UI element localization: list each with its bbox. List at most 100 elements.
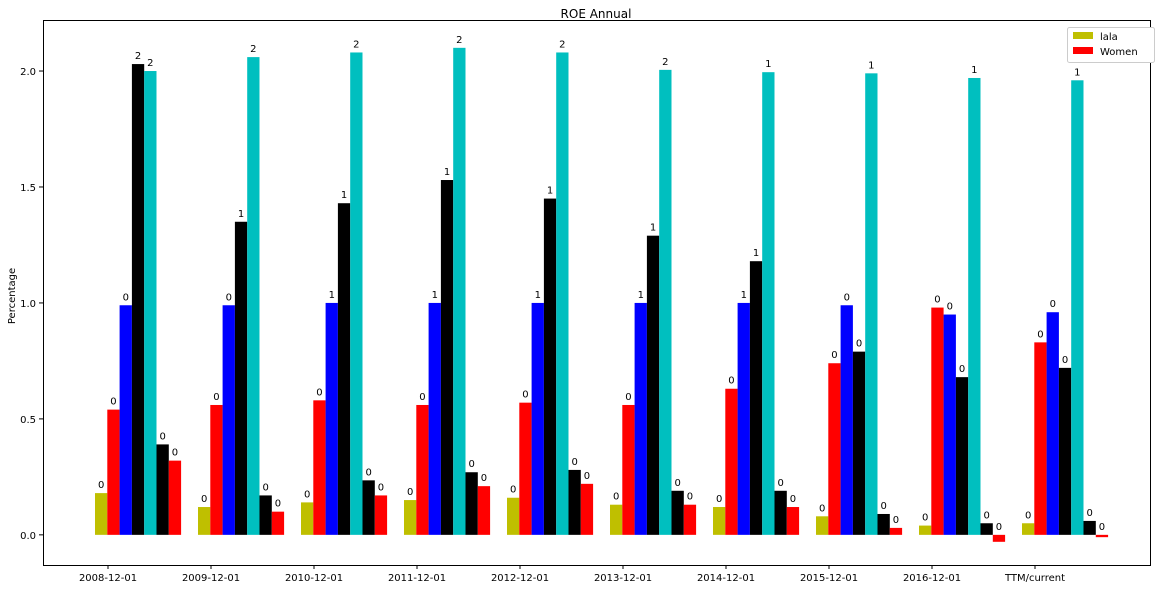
bar-series4-2011-12-01	[453, 47, 466, 535]
bar-value-label: 0	[947, 302, 953, 313]
y-tick-label: 0.0	[20, 531, 36, 542]
legend-label-lala: lala	[1100, 32, 1118, 43]
bar-series3-2008-12-01	[131, 64, 145, 535]
bar-series4-2014-12-01	[762, 72, 775, 535]
bar-series0-2012-12-01	[507, 497, 520, 535]
bar-value-label: 0	[983, 510, 989, 521]
bar-series6-2015-12-01	[889, 527, 903, 535]
bar-value-label: 0	[213, 392, 219, 403]
legend: lala Women	[1067, 27, 1155, 63]
bar-series3-2015-12-01	[852, 351, 866, 535]
y-tick-label: 0.5	[20, 415, 36, 426]
chart-title: ROE Annual	[561, 7, 632, 21]
bar-value-label: 1	[971, 65, 977, 76]
bar-series1-2016-12-01	[931, 307, 944, 535]
bar-value-label: 0	[378, 482, 384, 493]
bar-value-label: 0	[275, 499, 281, 510]
bar-value-label: 0	[1025, 510, 1031, 521]
bar-series4-2008-12-01	[144, 71, 157, 535]
bar-value-label: 0	[922, 513, 928, 524]
bar-series6-2011-12-01	[477, 486, 491, 535]
bar-series6-TTM/current	[1095, 534, 1109, 538]
bar-series2-2009-12-01	[222, 305, 235, 535]
bars-layer	[95, 47, 1109, 542]
bar-series5-2013-12-01	[671, 490, 684, 535]
bar-value-label: 0	[510, 485, 516, 496]
x-tick-label: 2008-12-01	[79, 573, 137, 584]
bar-value-label: 1	[547, 186, 553, 197]
bar-series0-2009-12-01	[198, 507, 211, 535]
bar-value-label: 1	[765, 59, 771, 70]
bar-value-label: 0	[844, 292, 850, 303]
bar-series1-TTM/current	[1034, 342, 1047, 535]
bar-series0-2016-12-01	[919, 525, 932, 535]
legend-swatch-lala	[1073, 32, 1093, 39]
bar-series3-2013-12-01	[646, 235, 660, 535]
bar-value-label: 0	[716, 494, 722, 505]
bar-series6-2009-12-01	[271, 511, 285, 535]
bar-value-label: 0	[831, 350, 837, 361]
bar-series2-2015-12-01	[840, 305, 853, 535]
bar-series5-2010-12-01	[362, 480, 375, 535]
bar-series6-2016-12-01	[992, 534, 1006, 542]
x-tick-label: 2013-12-01	[594, 573, 652, 584]
bar-value-label: 0	[856, 339, 862, 350]
bar-value-label: 0	[481, 473, 487, 484]
bar-series1-2015-12-01	[828, 363, 841, 535]
bar-value-label: 0	[674, 478, 680, 489]
bar-value-label: 0	[1086, 508, 1092, 519]
x-tick-label: 2014-12-01	[697, 573, 755, 584]
bar-series5-2011-12-01	[465, 472, 478, 535]
bar-series3-TTM/current	[1058, 367, 1072, 535]
bar-value-label: 0	[365, 467, 371, 478]
bar-series0-2015-12-01	[816, 516, 829, 535]
x-tick-label: 2009-12-01	[182, 573, 240, 584]
bar-series0-2013-12-01	[610, 504, 623, 535]
bar-series3-2014-12-01	[749, 261, 763, 535]
bar-series4-2013-12-01	[659, 69, 672, 535]
bar-series1-2012-12-01	[519, 402, 532, 535]
bar-value-label: 1	[638, 290, 644, 301]
bar-value-label: 0	[893, 515, 899, 526]
bar-value-label: 0	[1050, 299, 1056, 310]
bar-series2-2016-12-01	[943, 314, 956, 535]
bar-value-label: 0	[584, 471, 590, 482]
bar-value-label: 0	[123, 292, 129, 303]
bar-value-label: 0	[468, 459, 474, 470]
bar-series0-2011-12-01	[404, 500, 417, 535]
y-tick-label: 2.0	[20, 67, 36, 78]
bar-value-label: 1	[868, 60, 874, 71]
bar-series1-2014-12-01	[725, 388, 738, 535]
bar-series3-2016-12-01	[955, 377, 969, 535]
bar-series5-2014-12-01	[774, 490, 787, 535]
bar-value-label: 0	[996, 522, 1002, 533]
bar-value-label: 2	[135, 51, 141, 62]
bar-series6-2008-12-01	[168, 460, 182, 535]
bar-value-label: 0	[934, 295, 940, 306]
bar-value-label: 1	[329, 290, 335, 301]
bar-value-label: 0	[777, 478, 783, 489]
bar-series5-2015-12-01	[877, 513, 890, 535]
bar-value-label: 0	[790, 494, 796, 505]
y-tick-label: 1.0	[20, 299, 36, 310]
bar-series4-2009-12-01	[247, 57, 260, 535]
bar-value-label: 0	[226, 292, 232, 303]
bar-series5-2008-12-01	[156, 444, 169, 535]
bar-value-label: 0	[172, 448, 178, 459]
bar-series5-2009-12-01	[259, 495, 272, 535]
bar-value-label: 0	[419, 392, 425, 403]
bar-value-label: 2	[456, 35, 462, 46]
plot-frame	[43, 20, 1151, 566]
bar-series5-2012-12-01	[568, 469, 581, 535]
bar-series3-2012-12-01	[543, 198, 557, 535]
bar-series5-2016-12-01	[980, 523, 993, 535]
bar-series3-2011-12-01	[440, 180, 454, 535]
bar-series3-2010-12-01	[337, 203, 351, 535]
bar-series1-2008-12-01	[107, 409, 120, 535]
bar-value-label: 1	[753, 248, 759, 259]
bar-series6-2013-12-01	[683, 504, 697, 535]
bar-value-label: 0	[571, 457, 577, 468]
bar-series0-2014-12-01	[713, 507, 726, 535]
bar-value-label: 0	[98, 480, 104, 491]
bar-value-label: 0	[262, 482, 268, 493]
